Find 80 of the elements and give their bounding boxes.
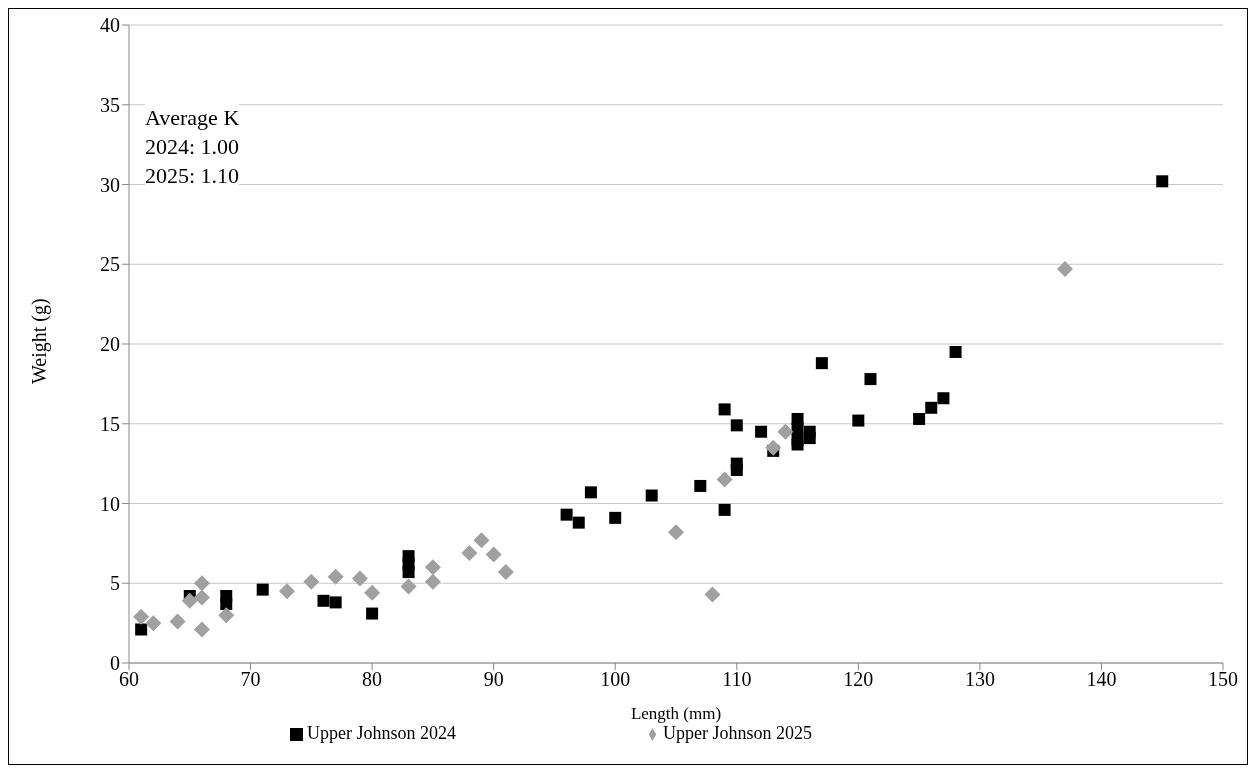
point (609, 511, 622, 524)
y-tick-label: 5 (110, 572, 120, 595)
point (937, 392, 950, 405)
point (949, 345, 962, 358)
point (424, 573, 441, 590)
x-tick-label: 80 (362, 668, 383, 691)
point (704, 586, 721, 603)
point (913, 412, 926, 425)
point (303, 573, 320, 590)
point (145, 615, 162, 632)
x-tick-label: 150 (1208, 668, 1238, 691)
point (402, 566, 415, 579)
point (329, 596, 342, 609)
point (135, 623, 148, 636)
point (220, 597, 233, 610)
point (473, 532, 490, 549)
y-tick-label: 0 (110, 652, 120, 675)
point (645, 489, 658, 502)
point (181, 592, 198, 609)
point (193, 589, 210, 606)
x-tick-label: 130 (964, 668, 995, 691)
y-axis-title: Weight (g) (28, 298, 52, 384)
point (718, 403, 731, 416)
point (193, 621, 210, 638)
annotation: Average K (145, 104, 240, 132)
point (485, 546, 502, 563)
x-axis-title: Length (mm) (630, 704, 722, 723)
point (366, 607, 379, 620)
point (730, 419, 743, 432)
y-tick-label: 35 (100, 93, 120, 116)
point (351, 570, 368, 587)
point (668, 524, 684, 541)
point (755, 425, 768, 438)
point (193, 575, 210, 592)
x-tick-label: 110 (722, 668, 752, 691)
annotation: 2024: 1.00 (145, 133, 240, 161)
point (256, 583, 269, 596)
point (424, 559, 441, 576)
y-tick-label: 20 (100, 333, 120, 356)
point (765, 439, 782, 456)
y-tick-label: 10 (100, 492, 120, 515)
point (716, 471, 733, 488)
x-tick-label: 120 (843, 668, 874, 691)
y-tick-label: 30 (100, 173, 120, 196)
point (718, 503, 731, 516)
point (852, 414, 865, 427)
point (1056, 261, 1073, 278)
point (864, 373, 877, 386)
point (279, 583, 296, 600)
legend-label: Upper Johnson 2024 (307, 723, 456, 743)
point (364, 584, 381, 601)
point (803, 432, 816, 445)
x-tick-label: 140 (1086, 668, 1117, 691)
point (169, 613, 186, 630)
x-tick-label: 90 (483, 668, 504, 691)
point (730, 464, 743, 477)
point (1156, 175, 1169, 188)
point (560, 508, 573, 521)
point (791, 438, 804, 451)
point (317, 594, 330, 607)
point (815, 357, 828, 370)
point (133, 608, 150, 625)
y-tick-label: 25 (100, 253, 120, 276)
y-tick-label: 15 (100, 412, 120, 435)
point (218, 607, 235, 624)
point (327, 568, 344, 585)
annotation: 2025: 1.10 (145, 162, 240, 190)
point (400, 578, 417, 595)
y-tick-label: 40 (100, 14, 120, 37)
x-tick-label: 70 (240, 668, 261, 691)
point (584, 486, 597, 499)
point (777, 423, 794, 440)
x-tick-label: 100 (600, 668, 631, 691)
point (925, 401, 938, 414)
point (572, 516, 585, 529)
point (497, 564, 514, 581)
legend-label: Upper Johnson 2025 (663, 723, 812, 743)
x-tick-label: 60 (119, 668, 139, 691)
point (461, 544, 478, 561)
point (694, 479, 707, 492)
